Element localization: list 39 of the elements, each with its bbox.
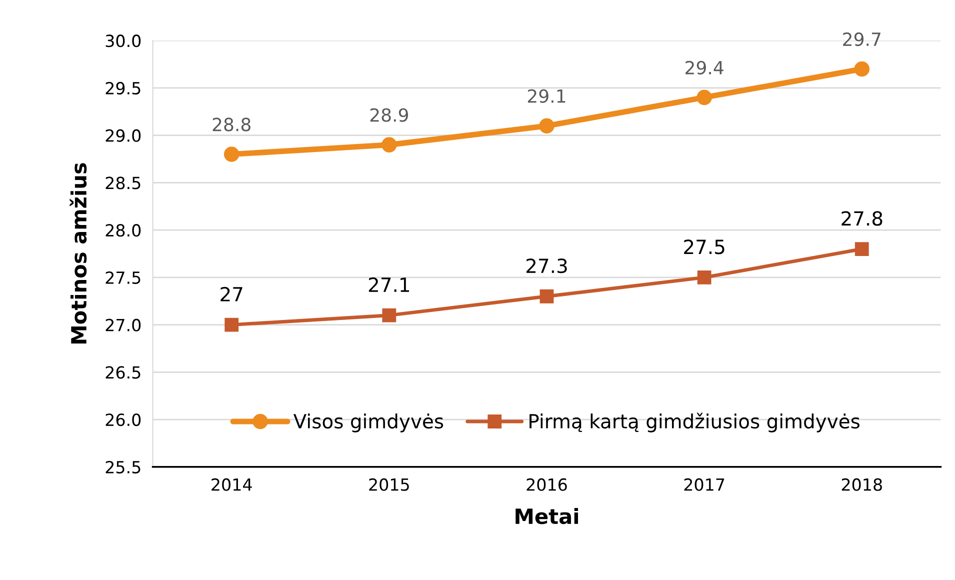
data-label: 28.9: [370, 108, 408, 122]
data-label: 29.4: [686, 60, 724, 74]
y-tick-label: 27.5: [106, 271, 140, 284]
point: [854, 242, 869, 256]
y-tick-label: 28.5: [106, 176, 140, 190]
y-tick-label: 26.5: [106, 366, 140, 379]
y-tick-label: 29.0: [106, 129, 141, 142]
y-tick-label: 30.0: [106, 34, 141, 48]
y-tick-label: 28.0: [106, 224, 141, 237]
point: [382, 308, 396, 322]
y-tick-label: 26.0: [106, 413, 141, 426]
x-axis-title: Metai: [516, 508, 578, 524]
point: [540, 289, 554, 304]
x-tick-label: 2018: [842, 478, 882, 491]
data-label: 27.1: [368, 277, 410, 292]
point: [539, 118, 554, 134]
point: [224, 146, 240, 162]
data-label: 27: [220, 286, 242, 302]
data-label: 29.7: [843, 32, 880, 46]
data-label: 28.8: [212, 118, 250, 132]
y-tick-label: 29.5: [106, 82, 140, 95]
x-tick-label: 2014: [212, 478, 252, 491]
y-tick-label: 25.5: [106, 460, 140, 474]
data-label: 27.8: [842, 211, 882, 226]
x-tick-label: 2015: [369, 478, 409, 491]
y-axis-title: Motinos amžius: [70, 163, 87, 344]
point: [854, 61, 870, 77]
data-label: 27.5: [684, 240, 724, 254]
point: [697, 270, 712, 284]
point: [382, 137, 397, 152]
data-label: 27.3: [526, 258, 567, 274]
legend-label: Visos gimdyvės: [293, 414, 444, 432]
x-tick-label: 2016: [526, 478, 567, 491]
point: [224, 318, 239, 332]
x-tick-label: 2017: [684, 478, 724, 491]
y-tick-label: 27.0: [106, 318, 141, 332]
point: [696, 90, 712, 106]
legend-label: Pirmą kartą gimdžiusios gimdyvės: [530, 412, 860, 432]
data-label: 29.1: [528, 89, 566, 103]
